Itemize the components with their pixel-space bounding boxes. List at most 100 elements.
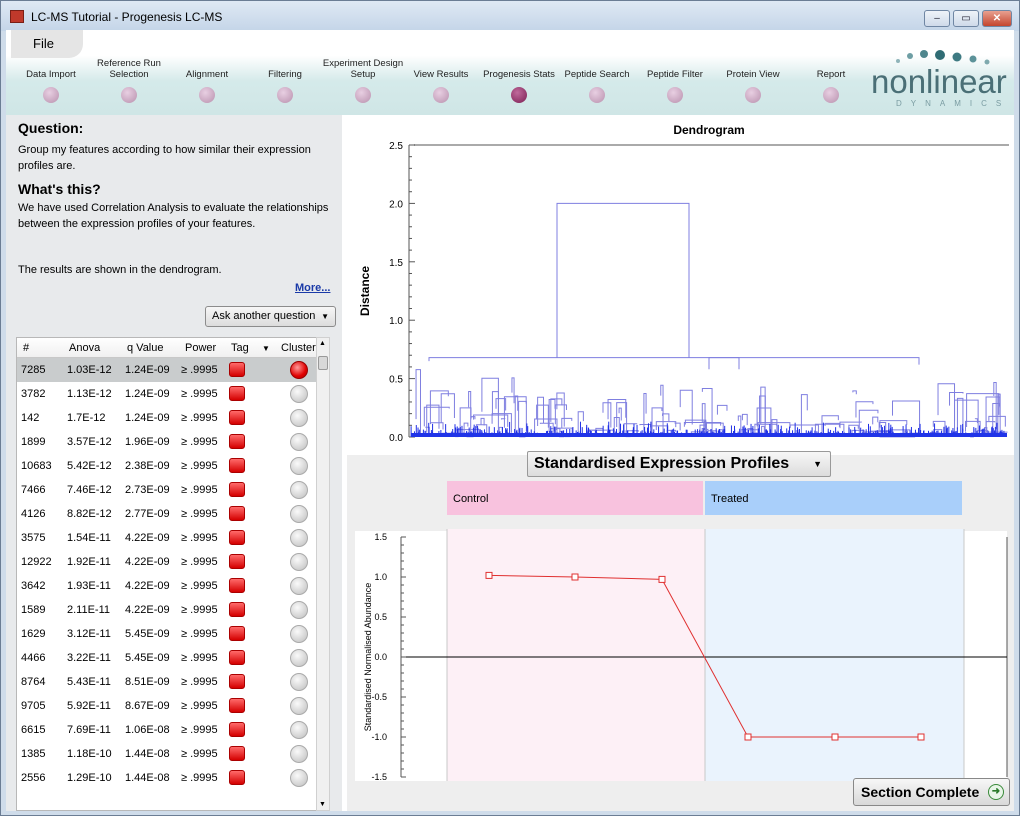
- tag-icon[interactable]: [229, 434, 245, 449]
- tag-icon[interactable]: [229, 458, 245, 473]
- section-complete-button[interactable]: Section Complete ➜: [853, 778, 1010, 806]
- workflow-step-dot-icon[interactable]: [667, 87, 683, 103]
- close-button[interactable]: ✕: [982, 10, 1012, 27]
- cell-q-value: 4.22E-09: [125, 556, 170, 568]
- table-row[interactable]: 2556 1.29E-10 1.44E-08 ≥ .9995: [17, 766, 323, 790]
- workflow-step[interactable]: Progenesis Stats: [474, 54, 564, 103]
- workflow-step[interactable]: Data Import: [6, 54, 96, 103]
- dendrogram-branch: [561, 417, 573, 429]
- tag-icon[interactable]: [229, 482, 245, 497]
- dendrogram-tree: [412, 202, 1008, 438]
- scroll-down-icon[interactable]: ▼: [319, 801, 326, 808]
- tag-icon[interactable]: [229, 530, 245, 545]
- profile-tick-label: -1.0: [371, 732, 387, 742]
- col-q-value[interactable]: q Value: [127, 342, 164, 354]
- workflow-step[interactable]: Peptide Filter: [630, 54, 720, 103]
- cell-q-value: 1.24E-09: [125, 388, 170, 400]
- table-row[interactable]: 4466 3.22E-11 5.45E-09 ≥ .9995: [17, 646, 323, 670]
- table-row[interactable]: 7466 7.46E-12 2.73E-09 ≥ .9995: [17, 478, 323, 502]
- cluster-indicator-icon: [290, 673, 308, 691]
- col-id[interactable]: #: [23, 342, 30, 354]
- table-row[interactable]: 1589 2.11E-11 4.22E-09 ≥ .9995: [17, 598, 323, 622]
- tag-icon[interactable]: [229, 698, 245, 713]
- ask-another-question-button[interactable]: Ask another question ▼: [205, 306, 336, 327]
- tag-icon[interactable]: [229, 602, 245, 617]
- workflow-step-dot-icon[interactable]: [121, 87, 137, 103]
- dendrogram-branch: [556, 202, 690, 358]
- table-row[interactable]: 3782 1.13E-12 1.24E-09 ≥ .9995: [17, 382, 323, 406]
- cell-power: ≥ .9995: [181, 772, 218, 784]
- cluster-indicator-icon: [290, 529, 308, 547]
- file-menu-label: File: [33, 36, 54, 51]
- profile-point[interactable]: [571, 573, 579, 581]
- dendrogram-branch: [771, 419, 778, 436]
- col-power[interactable]: Power: [185, 342, 217, 354]
- table-row[interactable]: 3642 1.93E-11 4.22E-09 ≥ .9995: [17, 574, 323, 598]
- workflow-step-dot-icon[interactable]: [277, 87, 293, 103]
- table-row[interactable]: 12922 1.92E-11 4.22E-09 ≥ .9995: [17, 550, 323, 574]
- tag-dropdown-icon[interactable]: ▼: [262, 344, 270, 353]
- workflow-step[interactable]: View Results: [396, 54, 486, 103]
- workflow-step[interactable]: Alignment: [162, 54, 252, 103]
- tag-icon[interactable]: [229, 506, 245, 521]
- minimize-button[interactable]: –: [924, 10, 950, 27]
- table-row[interactable]: 6615 7.69E-11 1.06E-08 ≥ .9995: [17, 718, 323, 742]
- table-row[interactable]: 3575 1.54E-11 4.22E-09 ≥ .9995: [17, 526, 323, 550]
- profile-point[interactable]: [831, 733, 839, 741]
- tag-icon[interactable]: [229, 626, 245, 641]
- table-row[interactable]: 1385 1.18E-10 1.44E-08 ≥ .9995: [17, 742, 323, 766]
- table-row[interactable]: 1899 3.57E-12 1.96E-09 ≥ .9995: [17, 430, 323, 454]
- tag-icon[interactable]: [229, 410, 245, 425]
- cell-id: 3575: [21, 532, 46, 544]
- workflow-step[interactable]: Reference Run Selection: [84, 54, 174, 103]
- workflow-step[interactable]: Filtering: [240, 54, 330, 103]
- tag-icon[interactable]: [229, 386, 245, 401]
- tag-icon[interactable]: [229, 362, 245, 377]
- profile-point[interactable]: [744, 733, 752, 741]
- workflow-step[interactable]: Report: [786, 54, 876, 103]
- tag-icon[interactable]: [229, 746, 245, 761]
- nonlinear-logo: nonlinear DYNAMICS: [868, 46, 1008, 108]
- profile-point[interactable]: [917, 733, 925, 741]
- tag-icon[interactable]: [229, 554, 245, 569]
- table-row[interactable]: 4126 8.82E-12 2.77E-09 ≥ .9995: [17, 502, 323, 526]
- maximize-button[interactable]: ▭: [953, 10, 979, 27]
- workflow-step-dot-icon[interactable]: [823, 87, 839, 103]
- workflow-step[interactable]: Peptide Search: [552, 54, 642, 103]
- table-row[interactable]: 1629 3.12E-11 5.45E-09 ≥ .9995: [17, 622, 323, 646]
- col-cluster[interactable]: Cluster: [281, 342, 316, 354]
- more-link[interactable]: More...: [295, 282, 331, 294]
- profile-type-select[interactable]: Standardised Expression Profiles ▼: [527, 451, 831, 477]
- col-tag[interactable]: Tag: [231, 342, 249, 354]
- workflow-step-dot-icon[interactable]: [589, 87, 605, 103]
- workflow-step[interactable]: Experiment Design Setup: [318, 54, 408, 103]
- scroll-up-icon[interactable]: ▲: [319, 340, 326, 347]
- tag-icon[interactable]: [229, 722, 245, 737]
- profile-tick-label: -0.5: [371, 692, 387, 702]
- tag-icon[interactable]: [229, 770, 245, 785]
- table-row[interactable]: 142 1.7E-12 1.24E-09 ≥ .9995: [17, 406, 323, 430]
- dendrogram-branch: [937, 383, 956, 433]
- tag-icon[interactable]: [229, 650, 245, 665]
- profile-point[interactable]: [658, 575, 666, 583]
- col-anova[interactable]: Anova: [69, 342, 101, 354]
- tag-icon[interactable]: [229, 578, 245, 593]
- table-row[interactable]: 7285 1.03E-12 1.24E-09 ≥ .9995: [17, 358, 323, 382]
- profile-point[interactable]: [485, 571, 493, 579]
- cell-power: ≥ .9995: [181, 724, 218, 736]
- workflow-step-dot-icon[interactable]: [199, 87, 215, 103]
- workflow-step-dot-icon[interactable]: [43, 87, 59, 103]
- scroll-thumb[interactable]: [318, 356, 328, 370]
- workflow-step-dot-icon[interactable]: [433, 87, 449, 103]
- workflow-step-dot-icon[interactable]: [511, 87, 527, 103]
- workflow-step[interactable]: Protein View: [708, 54, 798, 103]
- table-row[interactable]: 8764 5.43E-11 8.51E-09 ≥ .9995: [17, 670, 323, 694]
- table-scrollbar[interactable]: ▲ ▼: [316, 337, 330, 811]
- file-menu[interactable]: File: [11, 30, 83, 58]
- cluster-indicator-icon: [290, 553, 308, 571]
- workflow-step-dot-icon[interactable]: [355, 87, 371, 103]
- workflow-step-dot-icon[interactable]: [745, 87, 761, 103]
- table-row[interactable]: 10683 5.42E-12 2.38E-09 ≥ .9995: [17, 454, 323, 478]
- tag-icon[interactable]: [229, 674, 245, 689]
- table-row[interactable]: 9705 5.92E-11 8.67E-09 ≥ .9995: [17, 694, 323, 718]
